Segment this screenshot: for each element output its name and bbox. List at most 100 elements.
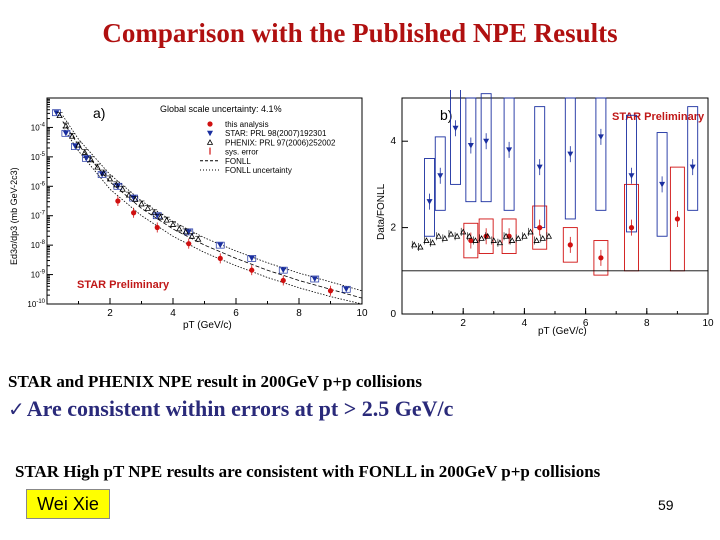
ratio-point [417,243,424,250]
spectrum-y-tick-label: 10-7 [31,211,46,221]
ratio-point [460,228,467,235]
ratio-point [527,228,534,235]
ratio-sys-box [480,93,492,203]
spectrum-point [62,130,69,137]
spectrum-point [185,229,192,235]
spectrum-panel-label: a) [93,105,105,121]
spectrum-sys-box [278,266,288,274]
ratio-figure: b) STAR Preliminary 2 4 6 8 10 0 2 4 pT (GeV/c)… [376,90,714,337]
ratio-data-points [411,120,696,266]
spectrum-point [83,155,90,162]
spectrum-y-tick-label: 10-4 [31,122,46,132]
ratio-y-tick-label: 0 [390,309,396,320]
result-comparison-text: STAR and PHENIX NPE result in 200GeV p+p… [8,372,422,391]
ratio-point [411,241,418,248]
spectrum-point [94,163,101,170]
ratio-sys-box [687,106,699,211]
spectrum-y-axis-label: Ed3σ/dp3 (mb GeV-2c3) [9,167,19,265]
spectrum-curve [62,115,363,292]
spectrum-y-tick-label: 10-5 [31,152,46,162]
spectrum-point [119,185,126,192]
spectrum-watermark: STAR Preliminary [77,279,170,291]
ratio-point [435,232,442,239]
spectrum-curve [62,121,363,299]
spectrum-point [217,255,223,261]
spectrum-legend-label: PHENIX: PRL 97(2006)252002 [225,138,336,147]
ratio-sys-box [503,97,515,211]
ratio-point [452,125,459,132]
spectrum-axis-ticks: 2 4 6 8 10 10-4 10-5 10-6 10-7 10-8 10-9 10-10 [27,98,368,319]
spectrum-point [150,209,158,216]
spectrum-legend-label: this analysis [225,120,269,129]
ratio-sys-box [424,158,435,237]
ratio-point [483,138,490,145]
spectrum-point [56,112,63,119]
ratio-point [429,239,436,246]
ratio-point [539,235,546,241]
check-icon: ✓ [8,397,25,421]
consistency-bullet-text: Are consistent within errors at pt > 2.5… [26,396,454,421]
ratio-y-axis-label: Data/FONLL [376,183,387,240]
spectrum-point [248,255,255,262]
spectrum-point [186,241,192,247]
spectrum-point [280,277,286,284]
ratio-point [502,232,510,239]
spectrum-point [157,213,164,220]
ratio-sys-box [595,97,607,211]
ratio-sys-box [564,97,576,220]
spectrum-point [327,288,334,294]
spectrum-legend-label: FONLL [225,157,251,166]
spectrum-legend-label: FONLL uncertainty [225,166,292,175]
spectrum-point [343,286,350,293]
ratio-sys-box [463,222,479,259]
ratio-sys-box [450,90,462,185]
ratio-point [598,255,604,261]
spectrum-point [62,122,70,129]
ratio-point [441,235,449,241]
spectrum-point [106,175,114,182]
page-number: 59 [658,497,674,513]
author-label: Wei Xie [26,489,110,519]
spectrum-point [195,235,202,242]
ratio-point [674,216,680,222]
ratio-x-tick-label: 6 [583,318,589,329]
spectrum-point [53,110,60,116]
ratio-point [426,199,433,205]
ratio-watermark: STAR Preliminary [612,111,705,123]
ratio-x-tick-label: 8 [644,318,650,329]
spectrum-point [169,221,177,227]
slide-title: Comparison with the Published NPE Result… [102,18,618,48]
ratio-point [515,235,522,241]
spectrum-point [115,198,121,204]
spectrum-point [131,210,137,216]
spectrum-legend-marker [207,130,213,137]
ratio-sys-box [656,132,668,237]
ratio-point [597,134,604,140]
spectrum-point [154,224,160,231]
ratio-sys-box [478,218,494,254]
spectrum-point [87,156,95,163]
ratio-point [628,225,635,231]
spectrum-point [125,191,133,198]
spectrum-y-tick-label: 10-8 [31,240,46,250]
ratio-sys-box [465,97,477,203]
spectrum-point [132,196,139,202]
ratio-point [453,232,461,239]
spectrum-legend-marker [207,121,213,127]
ratio-point [689,164,696,171]
ratio-point [537,225,543,231]
spectrum-point [249,267,255,273]
consistency-bullet: ✓Are consistent within errors at pt > 2.… [8,396,453,422]
spectrum-scale-note: Global scale uncertainty: 4.1% [160,104,282,114]
spectrum-x-tick-label: 6 [233,308,239,319]
ratio-point [521,232,528,239]
spectrum-point [311,276,318,282]
ratio-y-tick-label: 4 [390,136,396,147]
ratio-point [472,237,479,243]
ratio-point [567,151,574,158]
ratio-point [659,181,666,188]
spectrum-point [69,132,76,139]
spectrum-point [138,200,145,207]
spectrum-figure: a) Global scale uncertainty: 4.1% this a… [9,97,368,331]
